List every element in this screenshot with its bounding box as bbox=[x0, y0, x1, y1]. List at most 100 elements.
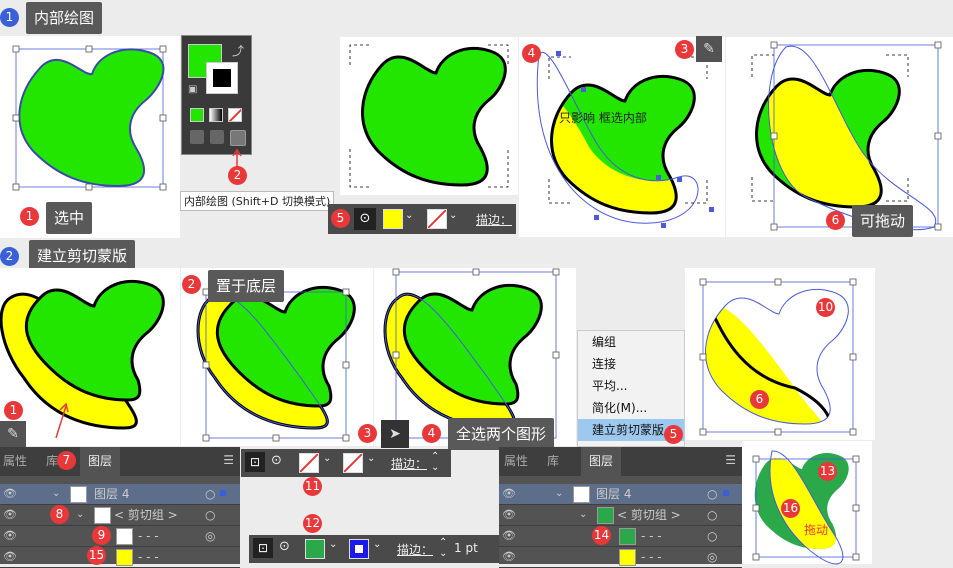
s2-shape-number-16: 16 bbox=[781, 499, 800, 518]
tab-layers[interactable]: 图层 bbox=[80, 447, 121, 476]
target-square-icon[interactable]: ⊡ bbox=[253, 538, 273, 558]
clip-group-row[interactable]: 👁 ⌄ < 剪切组 > ○ bbox=[0, 505, 240, 526]
gradient-mode-icon[interactable] bbox=[209, 108, 223, 122]
draw-inside-icon[interactable] bbox=[230, 130, 246, 146]
clip-group-name: < 剪切组 > bbox=[617, 508, 681, 522]
default-colors-icon[interactable]: ▣ bbox=[188, 84, 198, 95]
target-circle-icon[interactable]: ○ bbox=[707, 487, 718, 501]
menu-group[interactable]: 编组 bbox=[592, 335, 617, 349]
send-to-back-label: 置于底层 bbox=[208, 270, 285, 302]
fill-dropdown-icon[interactable]: ⌄ bbox=[323, 453, 332, 464]
menu-join[interactable]: 连接 bbox=[592, 357, 617, 371]
visibility-eye-icon[interactable]: 👁 bbox=[3, 487, 17, 500]
stroke-none-swatch[interactable] bbox=[427, 209, 447, 229]
tab-libraries[interactable]: 库 bbox=[46, 454, 59, 468]
s2-shape-number-13: 13 bbox=[818, 462, 837, 481]
path-row[interactable]: 👁 - - - ◎ bbox=[499, 547, 742, 568]
stroke-blue-swatch[interactable] bbox=[349, 539, 369, 559]
menu-simplify[interactable]: 简化(M)... bbox=[592, 401, 648, 415]
layer-row[interactable]: 👁 ⌄ 图层 4 ○ bbox=[0, 484, 240, 505]
expand-chevron-icon[interactable]: ⌄ bbox=[76, 509, 85, 520]
layer-name: 图层 4 bbox=[596, 487, 632, 501]
layer-row[interactable]: 👁 ⌄ 图层 4 ○ bbox=[499, 484, 742, 505]
target-icon[interactable]: ⊙ bbox=[354, 208, 376, 230]
panel-menu-icon[interactable]: ☰ bbox=[223, 453, 234, 467]
path-row-number-9: 9 bbox=[92, 526, 111, 545]
s2-pencil-number: 1 bbox=[4, 401, 23, 420]
s2-panel-clip-result bbox=[685, 268, 875, 440]
path-row[interactable]: 👁 - - - bbox=[0, 547, 240, 568]
visibility-eye-icon[interactable]: 👁 bbox=[3, 529, 17, 542]
target-circle-icon[interactable]: ○ bbox=[205, 508, 216, 522]
s1-tool-number: 2 bbox=[228, 166, 247, 185]
path-name: - - - bbox=[138, 529, 159, 543]
menu-average[interactable]: 平均... bbox=[592, 379, 628, 393]
visibility-eye-icon[interactable]: 👁 bbox=[502, 508, 516, 521]
draw-normal-icon[interactable] bbox=[190, 130, 204, 144]
expand-chevron-icon[interactable]: ⌄ bbox=[579, 509, 588, 520]
visibility-eye-icon[interactable]: 👁 bbox=[502, 550, 516, 563]
stroke-dropdown-icon[interactable]: ⌄ bbox=[367, 453, 376, 464]
visibility-eye-icon[interactable]: 👁 bbox=[3, 550, 17, 563]
s2-stroke-bar-green: ⊡ ⊙ ⌄ ⌄ 描边： ⌃ ⌄ 1 pt bbox=[249, 535, 499, 563]
tab-layers[interactable]: 图层 bbox=[581, 447, 622, 476]
fill-dropdown-icon[interactable]: ⌄ bbox=[329, 539, 338, 550]
clip-group-thumbnail bbox=[597, 507, 614, 524]
expand-chevron-icon[interactable]: ⌄ bbox=[52, 488, 61, 499]
draw-behind-icon[interactable] bbox=[210, 130, 224, 144]
tab-properties[interactable]: 属性 bbox=[504, 454, 529, 468]
selection-tool-icon[interactable]: ➤ bbox=[381, 420, 409, 448]
s2-select-both-number: 4 bbox=[422, 424, 441, 443]
s1-draggable-shape[interactable] bbox=[726, 37, 953, 237]
target-circle-icon[interactable]: ○ bbox=[707, 529, 718, 543]
target-circle-icon[interactable]: ◎ bbox=[205, 529, 216, 543]
path-thumbnail bbox=[619, 549, 636, 566]
s2-pencil-icon[interactable]: ✎ bbox=[0, 421, 26, 447]
s2-stroke-label-a: 描边： bbox=[391, 457, 428, 471]
target-square-icon[interactable]: ⊡ bbox=[245, 452, 265, 472]
panel-menu-icon[interactable]: ☰ bbox=[725, 453, 736, 467]
target-icon[interactable]: ⊙ bbox=[279, 539, 290, 554]
target-circle-icon[interactable]: ○ bbox=[205, 487, 216, 501]
target-icon[interactable]: ⊙ bbox=[271, 453, 282, 468]
target-circle-icon[interactable]: ○ bbox=[707, 508, 718, 522]
s1-pencil-shape bbox=[536, 51, 714, 228]
stroke-stepper-icon[interactable]: ⌃ ⌄ bbox=[431, 451, 440, 473]
s2-send-back-shapes[interactable] bbox=[181, 268, 373, 446]
expand-chevron-icon[interactable]: ⌄ bbox=[555, 488, 564, 499]
path-row[interactable]: 👁 - - - ◎ bbox=[0, 526, 240, 547]
path-row[interactable]: 👁 - - - ○ bbox=[499, 526, 742, 547]
tab-libraries[interactable]: 库 bbox=[547, 454, 560, 468]
visibility-eye-icon[interactable]: 👁 bbox=[502, 487, 516, 500]
fill-green-swatch[interactable] bbox=[305, 539, 325, 559]
stroke-stepper-icon[interactable]: ⌃ ⌄ bbox=[439, 537, 448, 559]
clip-group-row[interactable]: 👁 ⌄ < 剪切组 > ○ bbox=[499, 505, 742, 526]
fill-color-yellow[interactable] bbox=[383, 209, 403, 229]
menu-make-clipping-mask[interactable]: 建立剪切蒙版 bbox=[578, 419, 684, 441]
fill-dropdown-icon[interactable]: ⌄ bbox=[405, 210, 414, 221]
swap-colors-icon[interactable]: ⤴ bbox=[232, 44, 245, 58]
target-circle-icon[interactable]: ◎ bbox=[707, 550, 718, 564]
selection-square-icon[interactable] bbox=[723, 490, 729, 496]
tab-properties[interactable]: 属性 bbox=[3, 454, 28, 468]
s1-selected-shape[interactable] bbox=[0, 36, 180, 238]
path-row-number-15: 15 bbox=[87, 546, 106, 565]
visibility-eye-icon[interactable]: 👁 bbox=[3, 508, 17, 521]
stroke-swatch[interactable] bbox=[206, 62, 238, 94]
visibility-eye-icon[interactable]: 👁 bbox=[502, 529, 516, 542]
none-mode-icon[interactable] bbox=[228, 108, 242, 122]
s2-path-number-10: 10 bbox=[816, 298, 835, 317]
stroke-weight-value[interactable]: 1 pt bbox=[454, 541, 478, 555]
s2-final-shape[interactable] bbox=[742, 441, 872, 565]
section1-title: 内部绘图 bbox=[26, 2, 103, 34]
s2-send-back-number: 2 bbox=[182, 275, 201, 294]
stroke-dropdown-icon[interactable]: ⌄ bbox=[373, 539, 382, 550]
color-mode-icon[interactable] bbox=[190, 108, 204, 122]
pencil-tool-icon[interactable]: ✎ bbox=[696, 36, 722, 62]
stroke-dropdown-icon[interactable]: ⌄ bbox=[449, 210, 458, 221]
color-tool-panel: ⤴ ▣ bbox=[181, 35, 252, 155]
s2-clip-result-shape[interactable] bbox=[685, 268, 875, 440]
selection-square-icon[interactable] bbox=[220, 490, 226, 496]
fill-none-swatch[interactable] bbox=[299, 453, 319, 473]
stroke-none-swatch[interactable] bbox=[343, 453, 363, 473]
